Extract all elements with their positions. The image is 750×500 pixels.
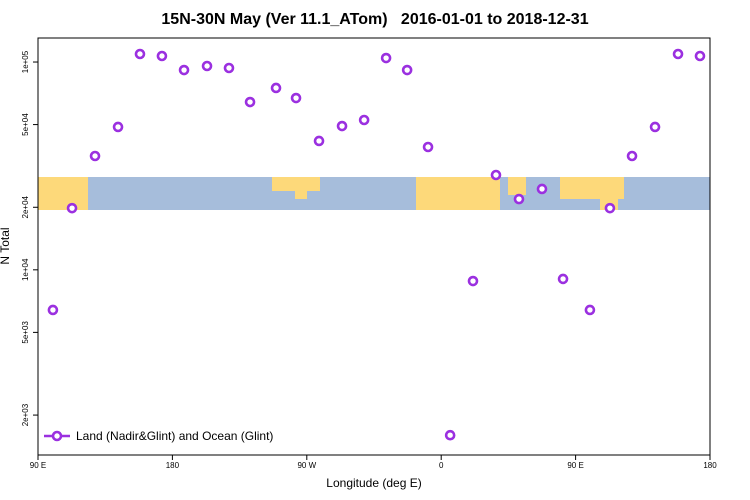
- point: [66, 202, 78, 214]
- point: [557, 273, 569, 285]
- point: [223, 62, 235, 74]
- map-strip: [38, 177, 710, 210]
- x-axis-label: Longitude (deg E): [326, 476, 421, 490]
- y-tick-label: 1e+04: [21, 258, 30, 281]
- point: [178, 64, 190, 76]
- point: [672, 48, 684, 60]
- legend-entry: Land (Nadir&Glint) and Ocean (Glint): [44, 429, 273, 443]
- y-tick-label: 5e+04: [21, 113, 30, 136]
- y-tick-label: 5e+03: [21, 321, 30, 344]
- point: [490, 169, 502, 181]
- chart-title: 15N-30N May (Ver 11.1_ATom) 2016-01-01 t…: [161, 11, 588, 28]
- plot-frame: [37, 37, 711, 456]
- x-tick-label: 0: [439, 461, 444, 470]
- point: [156, 50, 168, 62]
- point: [584, 304, 596, 316]
- point: [134, 48, 146, 60]
- y-axis-label: N Total: [0, 227, 12, 264]
- legend-label: Land (Nadir&Glint) and Ocean (Glint): [76, 429, 273, 443]
- point: [444, 429, 456, 441]
- point: [604, 202, 616, 214]
- x-tick-label: 90 W: [297, 461, 316, 470]
- point: [422, 141, 434, 153]
- y-tick-label: 2e+04: [21, 195, 30, 218]
- point: [313, 135, 325, 147]
- point: [401, 64, 413, 76]
- point: [358, 114, 370, 126]
- legend-marker: [51, 430, 63, 442]
- y-tick-label: 1e+05: [21, 50, 30, 73]
- y-tick-label: 2e+03: [21, 403, 30, 426]
- x-tick-label: 180: [703, 461, 717, 470]
- point: [244, 96, 256, 108]
- point: [649, 121, 661, 133]
- x-tick-label: 90 E: [567, 461, 583, 470]
- point: [201, 60, 213, 72]
- x-tick-label: 90 E: [30, 461, 46, 470]
- point: [290, 92, 302, 104]
- point: [467, 275, 479, 287]
- point: [380, 52, 392, 64]
- point: [47, 304, 59, 316]
- point: [89, 150, 101, 162]
- point: [536, 183, 548, 195]
- point: [336, 120, 348, 132]
- point: [513, 193, 525, 205]
- point: [626, 150, 638, 162]
- point: [270, 82, 282, 94]
- point: [112, 121, 124, 133]
- x-tick-label: 180: [166, 461, 180, 470]
- point: [694, 50, 706, 62]
